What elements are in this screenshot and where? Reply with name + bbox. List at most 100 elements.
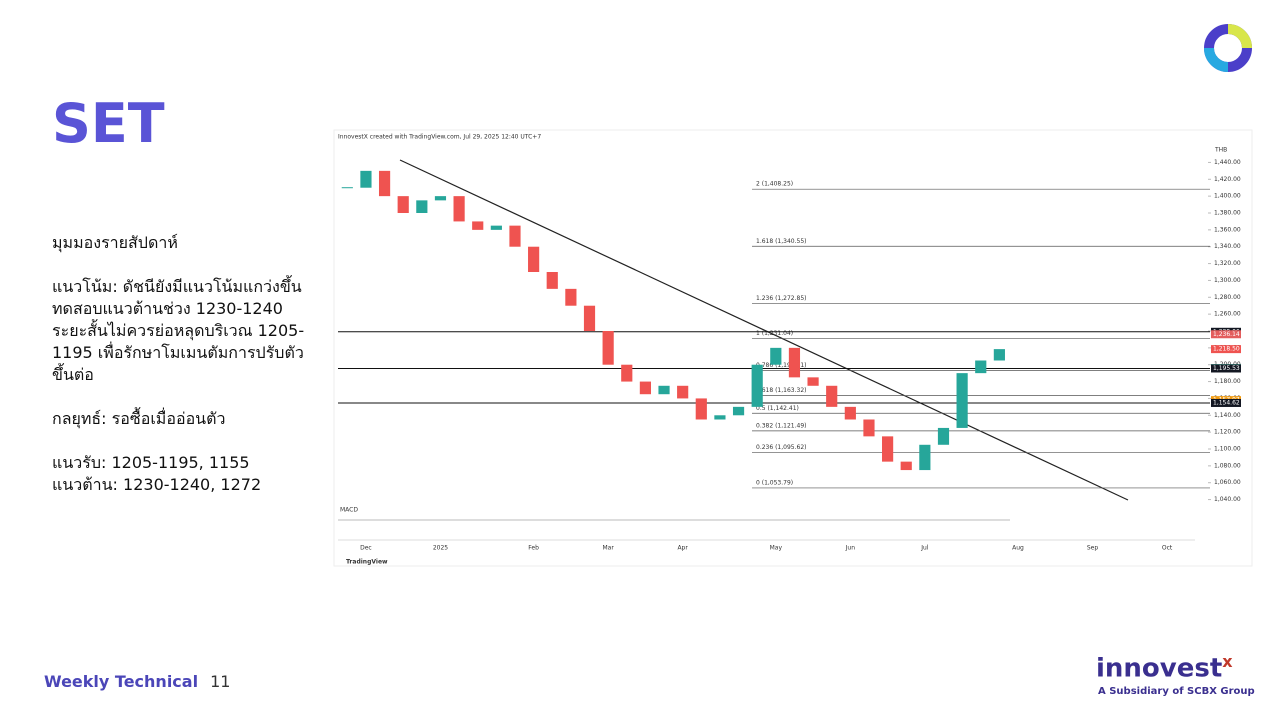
candle xyxy=(695,398,707,420)
fib-label: 0.382 (1,121.49) xyxy=(756,422,806,429)
candle xyxy=(416,200,428,213)
x-tick-label: May xyxy=(770,545,783,552)
x-tick-label: Apr xyxy=(677,545,688,552)
candle xyxy=(844,406,856,420)
footer: Weekly Technical 11 xyxy=(44,672,230,691)
text-line: แนวต้าน: 1230-1240, 1272 xyxy=(52,475,262,494)
x-tick-label: Oct xyxy=(1162,545,1173,552)
logo xyxy=(1204,24,1252,72)
x-tick-label: Jul xyxy=(920,545,929,552)
candle xyxy=(602,331,614,365)
brand: innovestx xyxy=(1096,652,1233,684)
y-tick-label: 1,080.00 xyxy=(1214,462,1241,469)
y-tick-label: 1,120.00 xyxy=(1214,429,1241,436)
currency: THB xyxy=(1214,147,1227,154)
candle xyxy=(546,272,558,289)
fib-label: 1.618 (1,340.55) xyxy=(756,238,806,245)
y-tick-label: 1,420.00 xyxy=(1214,176,1241,183)
candle xyxy=(714,415,726,420)
y-tick-label: 1,100.00 xyxy=(1214,446,1241,453)
candle xyxy=(807,377,819,386)
candle xyxy=(583,305,596,331)
candle xyxy=(993,349,1005,361)
trend-line xyxy=(399,159,1129,501)
page-number: 11 xyxy=(210,672,231,691)
y-tick-label: 1,340.00 xyxy=(1214,243,1241,250)
candle xyxy=(677,385,689,399)
x-tick-label: Feb xyxy=(528,545,539,552)
y-tick-label: 1,440.00 xyxy=(1214,159,1241,166)
candle xyxy=(360,170,372,188)
paragraph: แนวโน้ม: ดัชนียังมีแนวโน้มแกว่งขึ้นทดสอบ… xyxy=(52,276,314,386)
y-tick-label: 1,380.00 xyxy=(1214,210,1241,217)
y-tick-label: 1,180.00 xyxy=(1214,378,1241,385)
candle xyxy=(509,225,521,247)
x-tick-label: Mar xyxy=(602,545,614,552)
paragraph: กลยุทธ์: รอซื้อเมื่ออ่อนตัว xyxy=(52,408,314,430)
candle xyxy=(658,385,670,395)
fib-label: 0.236 (1,095.62) xyxy=(756,444,806,451)
candle xyxy=(621,364,633,382)
candle xyxy=(341,187,353,189)
candle xyxy=(937,427,950,445)
x-tick-label: Sep xyxy=(1087,545,1099,552)
source: TradingView xyxy=(346,559,388,566)
x-tick-label: Jun xyxy=(845,545,856,552)
tagline: A Subsidiary of SCBX Group xyxy=(1098,686,1255,697)
candle xyxy=(434,196,447,201)
price-label: 1,218.50 xyxy=(1213,346,1240,353)
fib-label: 0.786 (1,193.11) xyxy=(756,362,806,369)
y-tick-label: 1,360.00 xyxy=(1214,226,1241,233)
candle xyxy=(490,225,502,230)
x-tick-label: Aug xyxy=(1012,545,1024,552)
candle xyxy=(900,461,912,471)
candle xyxy=(639,381,651,395)
pane-label: MACD xyxy=(340,507,358,514)
fib-label: 1.236 (1,272.85) xyxy=(756,295,806,302)
text-line: แนวรับ: 1205-1195, 1155 xyxy=(52,453,250,472)
candle xyxy=(528,246,540,272)
fib-label: 0.618 (1,163.32) xyxy=(756,387,806,394)
fib-label: 1 (1,231.04) xyxy=(756,330,793,337)
y-tick-label: 1,320.00 xyxy=(1214,260,1241,267)
price-label-box xyxy=(1211,398,1241,407)
title: SET xyxy=(52,92,165,155)
candle xyxy=(956,373,968,428)
price-label-box xyxy=(1211,330,1241,339)
candle xyxy=(826,385,838,407)
y-tick-label: 1,140.00 xyxy=(1214,412,1241,419)
candle xyxy=(378,170,391,197)
candle xyxy=(732,406,745,416)
y-tick-label: 1,060.00 xyxy=(1214,479,1241,486)
price-label-box xyxy=(1211,345,1241,354)
y-tick-label: 1,260.00 xyxy=(1214,311,1241,318)
y-tick-label: 1,300.00 xyxy=(1214,277,1241,284)
y-tick-label: 1,040.00 xyxy=(1214,496,1241,503)
candle xyxy=(770,347,782,365)
y-tick-label: 1,400.00 xyxy=(1214,193,1241,200)
caption: InnovestX created with TradingView.com, … xyxy=(338,134,541,141)
text-line: มุมมองรายสัปดาห์ xyxy=(52,233,178,252)
candle xyxy=(863,419,875,437)
candle xyxy=(472,221,484,230)
price-label-box xyxy=(1211,364,1241,373)
candle xyxy=(788,347,801,378)
price-label: 1,236.14 xyxy=(1213,331,1240,338)
fib-label: 0 (1,053.79) xyxy=(756,479,793,486)
paragraph: มุมมองรายสัปดาห์ xyxy=(52,232,314,254)
fib-label: 2 (1,408.25) xyxy=(756,181,793,188)
brand-mark: x xyxy=(1222,652,1233,671)
text-line: แนวโน้ม: ดัชนียังมีแนวโน้มแกว่งขึ้นทดสอบ… xyxy=(52,277,305,384)
fib-label: 0.5 (1,142.41) xyxy=(756,405,799,412)
price-label: 1,195.53 xyxy=(1213,365,1240,372)
x-tick-label: 2025 xyxy=(433,545,448,552)
text-line: กลยุทธ์: รอซื้อเมื่ออ่อนตัว xyxy=(52,409,226,428)
footer-label: Weekly Technical xyxy=(44,672,199,691)
candle xyxy=(919,444,931,471)
brand-name: innovest xyxy=(1096,653,1223,684)
x-tick-label: Dec xyxy=(360,545,372,552)
y-tick-label: 1,280.00 xyxy=(1214,294,1241,301)
price-label: 1,154.62 xyxy=(1213,399,1240,406)
